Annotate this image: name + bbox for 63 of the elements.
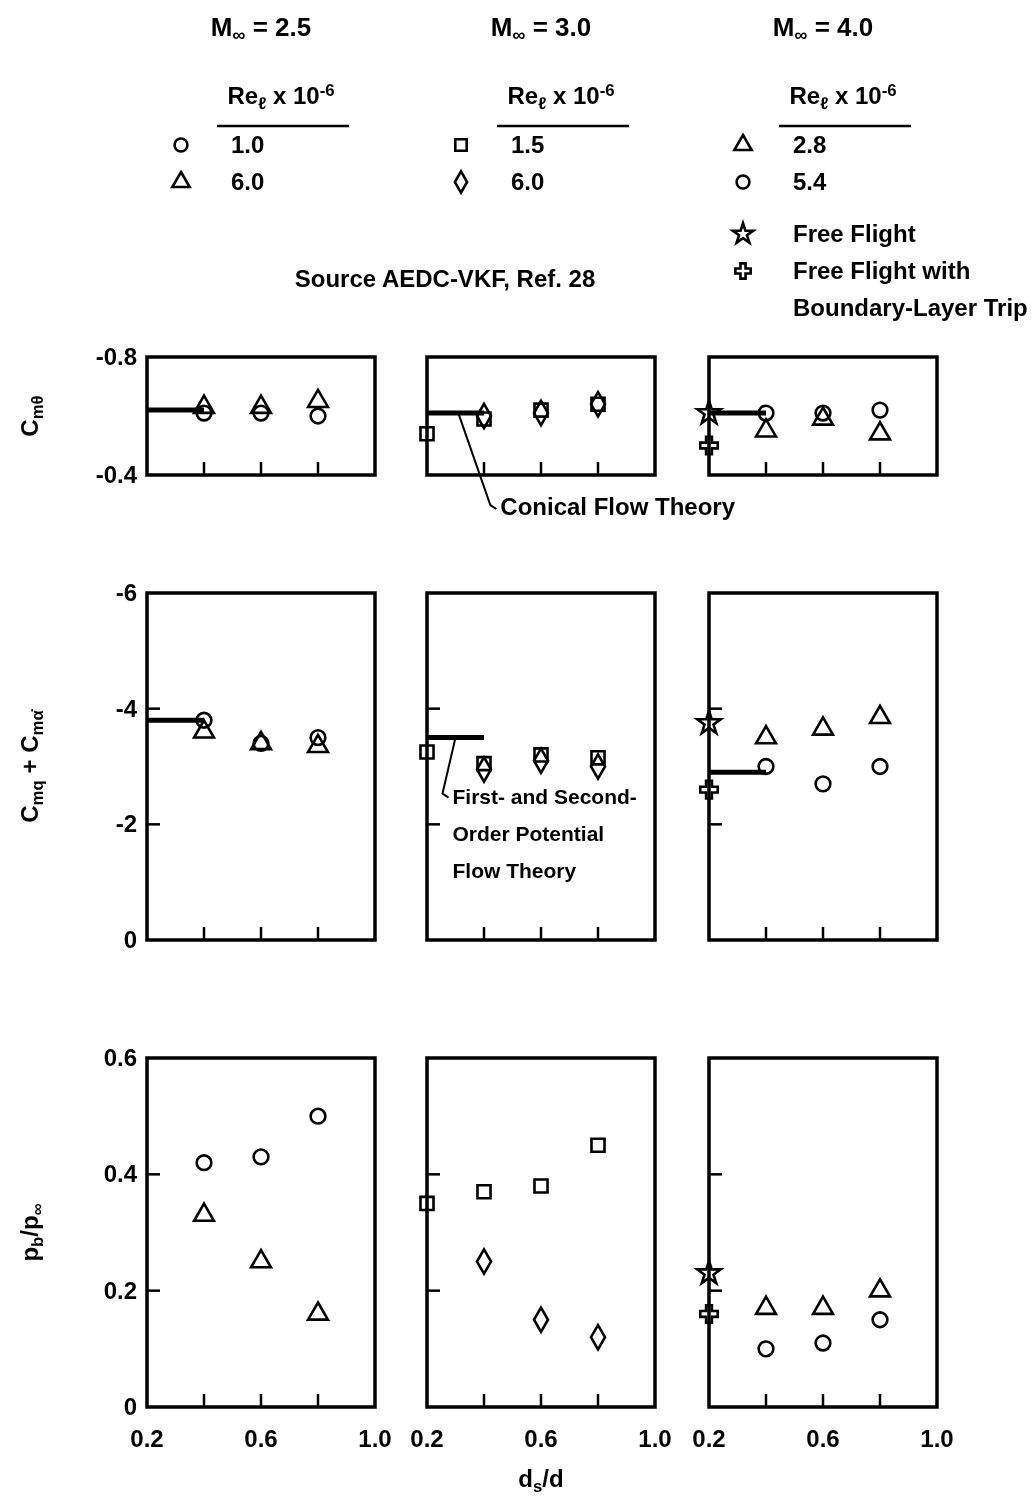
legend-label: 6.0: [511, 168, 545, 195]
point: [871, 757, 889, 776]
y-tick-label: -2: [115, 810, 137, 838]
point: [814, 775, 832, 793]
x-tick-label: 0.2: [692, 1425, 726, 1452]
y-tick-label: 0: [123, 1393, 137, 1420]
point: [757, 757, 775, 776]
chart-title: M$_{∞}$ = 2.5: [210, 12, 312, 46]
y-tick-label: 0.2: [103, 1276, 137, 1304]
x-tick-label: 0.6: [806, 1425, 840, 1452]
point: [814, 1334, 832, 1352]
point: [590, 750, 606, 766]
point: [698, 1303, 720, 1324]
y-tick-label: -4: [115, 694, 138, 722]
x-tick-label: 1.0: [358, 1425, 392, 1452]
x-tick-label: 0.6: [524, 1425, 558, 1452]
y-tick-label: -0.8: [95, 343, 137, 370]
legend-label: Free Flight with Boundary-Layer Trip: [793, 257, 1028, 321]
point: [754, 1295, 778, 1316]
point: [590, 1137, 606, 1154]
x-tick-label: 0.6: [244, 1425, 278, 1452]
source-note: Source AEDC-VKF, Ref. 28: [294, 265, 596, 292]
point: [419, 425, 435, 442]
point: [757, 404, 775, 422]
legend-label: Free Flight: [793, 220, 916, 247]
legend-label: 5.4: [793, 168, 828, 195]
x-tick-label: 1.0: [638, 1425, 672, 1452]
legend-label: 6.0: [231, 168, 265, 195]
y-tick-label: 0.4: [103, 1160, 138, 1188]
legend-label: 2.8: [793, 131, 827, 158]
point: [419, 1195, 435, 1212]
point: [868, 704, 892, 725]
legend-label: 1.5: [511, 131, 545, 158]
annotation: Conical Flow Theory: [500, 493, 736, 520]
point: [757, 1340, 775, 1358]
point: [698, 779, 720, 800]
point: [754, 418, 778, 438]
y-tick-label: -0.4: [95, 461, 138, 488]
point: [871, 401, 889, 419]
point: [533, 1178, 549, 1194]
x-tick-label: 1.0: [920, 1425, 954, 1452]
annotation: First- and Second-Order Potential Flow Theory: [452, 784, 637, 882]
point: [871, 1311, 889, 1329]
chart-title: M$_{∞}$ = 3.0: [490, 12, 592, 46]
legend-label: 1.0: [231, 131, 265, 158]
y-tick-label: 0.6: [103, 1044, 137, 1071]
point: [811, 406, 835, 426]
point: [868, 1277, 892, 1298]
point: [476, 1183, 492, 1200]
point: [868, 420, 892, 441]
y-tick-label: -6: [115, 579, 137, 606]
point: [811, 1295, 835, 1316]
point: [811, 716, 835, 736]
legend-title: Re$_{ℓ}$ x 10$^{-6}$: [789, 81, 897, 114]
point: [693, 399, 725, 427]
point: [754, 724, 778, 745]
chart-title: M$_{∞}$ = 4.0: [772, 12, 874, 46]
x-tick-label: 0.2: [410, 1425, 444, 1452]
point: [419, 744, 435, 760]
legend-title: Re$_{ℓ}$ x 10$^{-6}$: [227, 81, 335, 114]
legend-title: Re$_{ℓ}$ x 10$^{-6}$: [507, 81, 615, 114]
x-axis-title: d$_{s}$/d: [518, 1465, 564, 1497]
y-tick-label: 0: [123, 926, 137, 953]
